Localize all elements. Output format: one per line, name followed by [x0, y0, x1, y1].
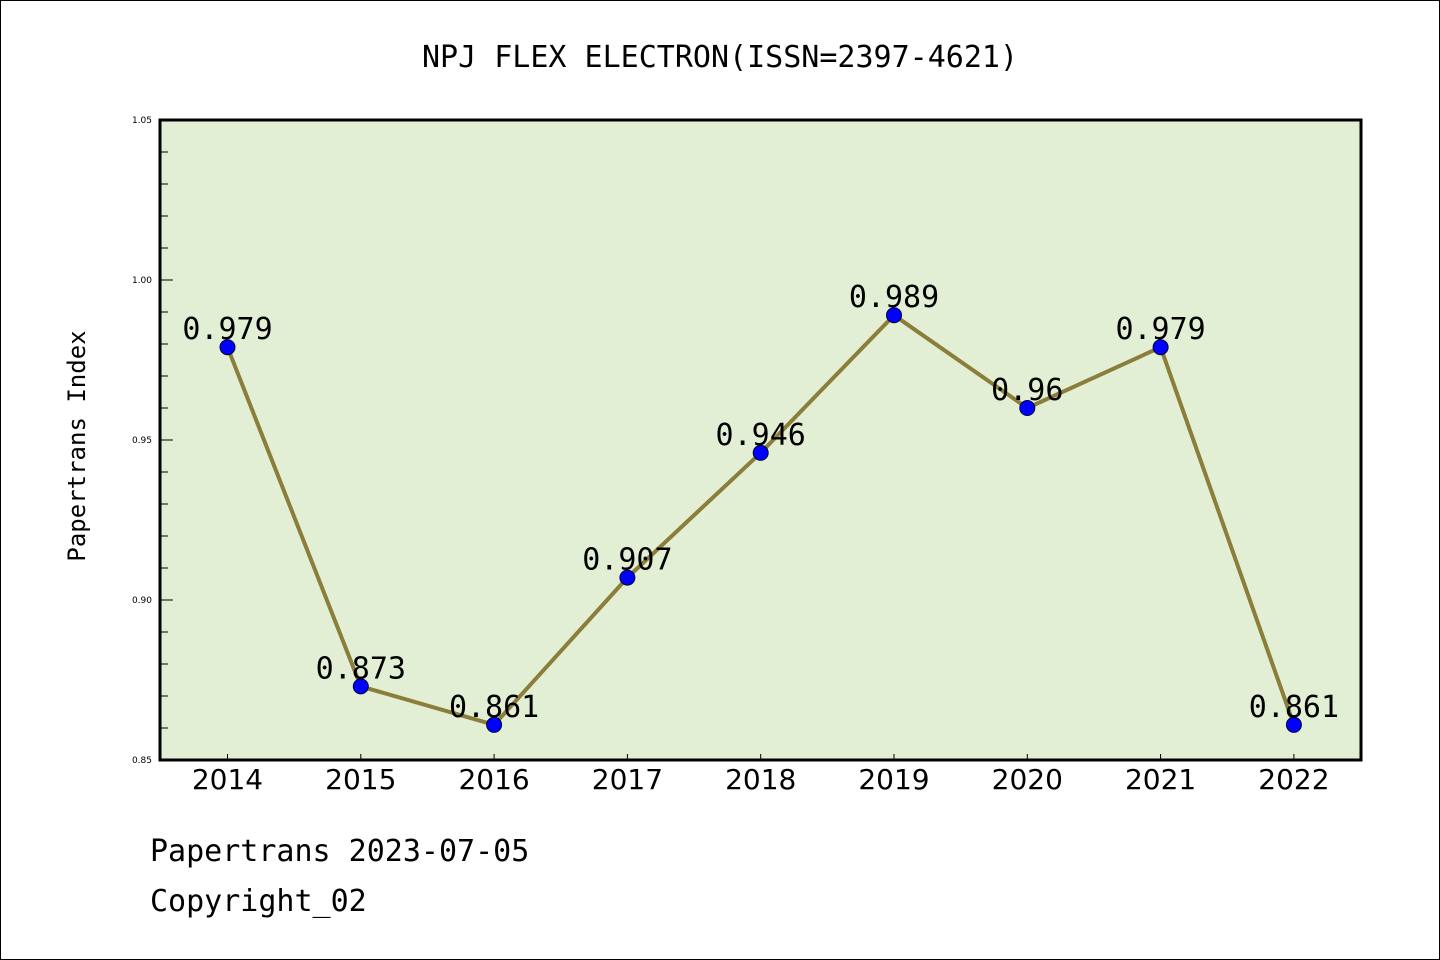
data-label: 0.873	[316, 651, 406, 686]
data-label: 0.989	[849, 280, 939, 315]
data-label: 0.96	[991, 373, 1063, 408]
x-tick-label: 2020	[992, 763, 1063, 796]
y-tick-label: 1.05	[132, 116, 152, 126]
data-point	[352, 678, 369, 695]
data-label: 0.907	[582, 543, 672, 578]
y-tick-label: 1.00	[132, 276, 152, 286]
chart-title: NPJ FLEX ELECTRON(ISSN=2397-4621)	[422, 40, 1018, 75]
data-label: 0.861	[449, 690, 539, 725]
x-tick-label: 2019	[858, 763, 929, 796]
x-tick-label: 2017	[592, 763, 663, 796]
data-label: 0.979	[182, 312, 272, 347]
x-tick-label: 2016	[458, 763, 529, 796]
data-label: 0.979	[1115, 312, 1205, 347]
x-tick-label: 2022	[1258, 763, 1329, 796]
data-point	[486, 716, 503, 733]
footer-date-text: Papertrans 2023-07-05	[150, 834, 530, 869]
data-label: 0.861	[1249, 690, 1339, 725]
y-axis-label: Papertrans Index	[63, 330, 91, 561]
x-tick-label: 2015	[325, 763, 396, 796]
x-tick-label: 2018	[725, 763, 796, 796]
data-point	[1019, 400, 1036, 416]
plot-background	[160, 120, 1361, 760]
y-tick-label: 0.85	[132, 756, 152, 766]
data-point	[886, 307, 902, 324]
x-tick-label: 2021	[1125, 763, 1196, 796]
data-point	[1285, 716, 1302, 733]
y-tick-label: 0.95	[132, 436, 152, 446]
x-tick-label: 2014	[192, 763, 263, 796]
data-point	[752, 444, 769, 461]
data-point	[1152, 339, 1169, 356]
data-label: 0.946	[716, 418, 806, 453]
data-point	[619, 569, 636, 586]
y-tick-label: 0.90	[132, 596, 152, 606]
plot-frame	[158, 118, 1363, 762]
footer-copyright-text: Copyright_02	[150, 884, 367, 919]
data-point	[219, 339, 236, 356]
